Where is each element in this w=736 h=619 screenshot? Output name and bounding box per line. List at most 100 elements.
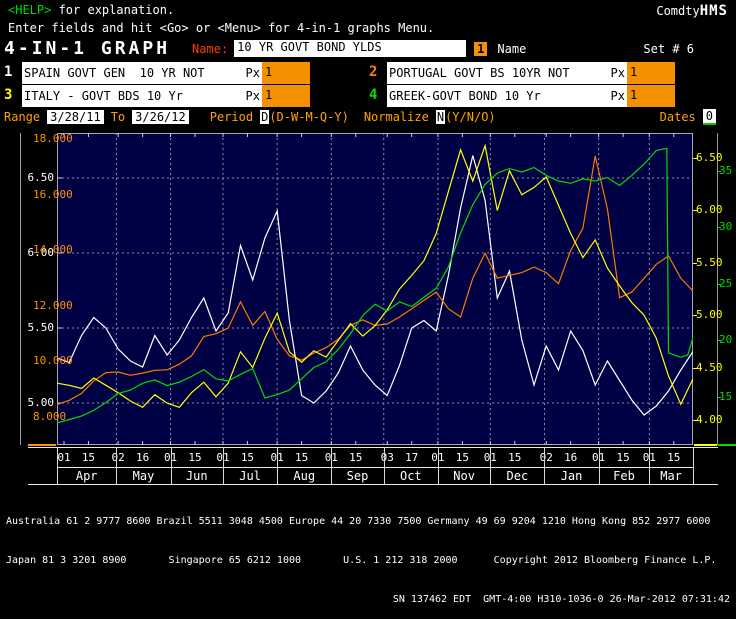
set-number: Set # 6	[643, 41, 694, 56]
axis-tick-label: 8.000	[33, 409, 67, 423]
date-tick-label: 17	[405, 451, 419, 464]
axis-tick-label: 16.000	[33, 187, 73, 201]
instruction-line: Enter fields and hit <Go> or <Menu> for …	[8, 21, 435, 35]
right-outer-axis-baseline	[718, 444, 736, 446]
normalize-label: Normalize	[363, 109, 429, 124]
month-separator	[116, 447, 118, 484]
px-label: Px	[610, 89, 625, 103]
month-separator	[490, 447, 492, 484]
month-label: Oct	[399, 469, 422, 483]
month-label: Apr	[75, 469, 98, 483]
px-label: Px	[610, 66, 625, 80]
date-tick-label: 02	[111, 451, 125, 464]
px-multiplier-field[interactable]: 1	[262, 62, 310, 84]
axis-tick-mark	[693, 262, 697, 264]
month-separator	[544, 447, 546, 484]
ticker-slot-3: 3 ITALY - GOVT BDS 10 Yr Px 1	[4, 85, 363, 107]
date-tick-label: 15	[455, 451, 469, 464]
axis-tick-label: 5.00	[696, 308, 723, 322]
dates-label: Dates	[659, 109, 696, 124]
axis-tick-mark	[693, 367, 697, 369]
ticker-field[interactable]: ITALY - GOVT BDS 10 Yr Px	[22, 85, 262, 107]
date-tick-label: 15	[349, 451, 363, 464]
month-label: Jun	[185, 469, 208, 483]
range-from-input[interactable]: 3/28/11	[47, 109, 104, 124]
name-label: Name:	[192, 41, 229, 56]
month-label: Sep	[346, 469, 369, 483]
ticker-field[interactable]: SPAIN GOVT GEN 10 YR NOT Px	[22, 62, 262, 84]
axis-tick-mark	[717, 396, 721, 398]
axis-tick-mark	[693, 315, 697, 317]
axis-tick-label: 14.000	[33, 243, 73, 257]
month-label: Feb	[613, 469, 635, 483]
date-tick-label: 02	[539, 451, 553, 464]
ticker-slot-4: 4 GREEK-GOVT BOND 10 Yr Px 1	[369, 85, 728, 107]
axis-tick-label: 35	[719, 163, 733, 177]
axis-tick-mark	[717, 340, 721, 342]
axis-tick-label: 20	[719, 333, 733, 347]
range-to-input[interactable]: 3/26/12	[132, 109, 189, 124]
month-label: May	[132, 469, 155, 483]
normalize-input[interactable]: N	[435, 109, 446, 124]
name-caption: Name	[497, 41, 527, 56]
axis-tick-mark	[717, 170, 721, 172]
month-separator	[57, 447, 58, 484]
period-input[interactable]: D	[260, 109, 270, 124]
footer-phones-2: Japan 81 3 3201 8900 Singapore 65 6212 1…	[6, 555, 717, 566]
axis-tick-mark	[693, 210, 697, 212]
axis-line	[28, 447, 718, 448]
axis-tick-label: 10.000	[33, 354, 73, 368]
date-tick-label: 15	[188, 451, 202, 464]
px-multiplier-field[interactable]: 1	[262, 85, 310, 107]
ticker-slot-2: 2 PORTUGAL GOVT BS 10YR NOT Px 1	[369, 62, 728, 84]
ticker-field[interactable]: GREEK-GOVT BOND 10 Yr Px	[387, 85, 627, 107]
month-label: Aug	[293, 469, 316, 483]
axis-frame-line	[20, 133, 21, 445]
axis-tick-label: 4.50	[696, 360, 723, 374]
axis-tick-label: 6.50	[27, 171, 55, 184]
axis-tick-label: 6.00	[696, 203, 723, 217]
date-tick-label: 01	[57, 451, 71, 464]
to-label: To	[110, 109, 126, 124]
date-tick-label: 15	[81, 451, 96, 464]
axis-tick-label: 25	[719, 276, 733, 290]
axis-tick-label: 18.000	[33, 132, 73, 146]
ticker-number: 2	[369, 64, 378, 80]
month-separator	[649, 447, 651, 484]
axis-tick-label: 6.00	[27, 246, 55, 259]
px-label: Px	[245, 89, 260, 103]
normalize-options: (Y/N/O)	[445, 109, 496, 124]
period-options: (D-W-M-Q-Y)	[269, 109, 349, 124]
date-tick-label: 15	[667, 451, 681, 464]
month-separator	[693, 447, 694, 484]
month-separator	[170, 447, 172, 484]
left-inner-axis-baseline	[28, 444, 56, 446]
ticker-field[interactable]: PORTUGAL GOVT BS 10YR NOT Px	[387, 62, 627, 84]
month-separator	[277, 447, 279, 484]
date-tick-label: 15	[616, 451, 630, 464]
px-multiplier-field[interactable]: 1	[627, 85, 675, 107]
axis-tick-label: 5.50	[696, 255, 723, 269]
axis-tick-mark	[717, 227, 721, 229]
px-multiplier-field[interactable]: 1	[627, 62, 675, 84]
axis-tick-label: 5.50	[27, 321, 55, 334]
month-label: Jul	[239, 469, 261, 483]
page-title: 4-IN-1 GRAPH	[4, 38, 171, 59]
date-tick-label: 15	[240, 451, 255, 464]
axis-tick-mark	[693, 419, 697, 421]
help-link[interactable]: <HELP>	[8, 3, 52, 17]
month-separator	[598, 447, 600, 484]
month-label: Dec	[506, 469, 529, 483]
footer-phones-1: Australia 61 2 9777 8600 Brazil 5511 304…	[6, 516, 711, 527]
month-label: Jan	[560, 469, 583, 483]
plot-area	[57, 133, 693, 445]
month-separator	[437, 447, 439, 484]
period-label: Period	[209, 109, 254, 124]
name-input[interactable]: 10 YR GOVT BOND YLDS	[234, 40, 467, 57]
help-line: <HELP> for explanation.	[8, 3, 174, 17]
dates-input[interactable]: 0	[702, 108, 716, 125]
month-separator	[383, 447, 385, 484]
ticker-number: 1	[4, 64, 13, 80]
date-tick-label: 16	[135, 451, 150, 464]
ticker-number: 3	[4, 87, 13, 103]
